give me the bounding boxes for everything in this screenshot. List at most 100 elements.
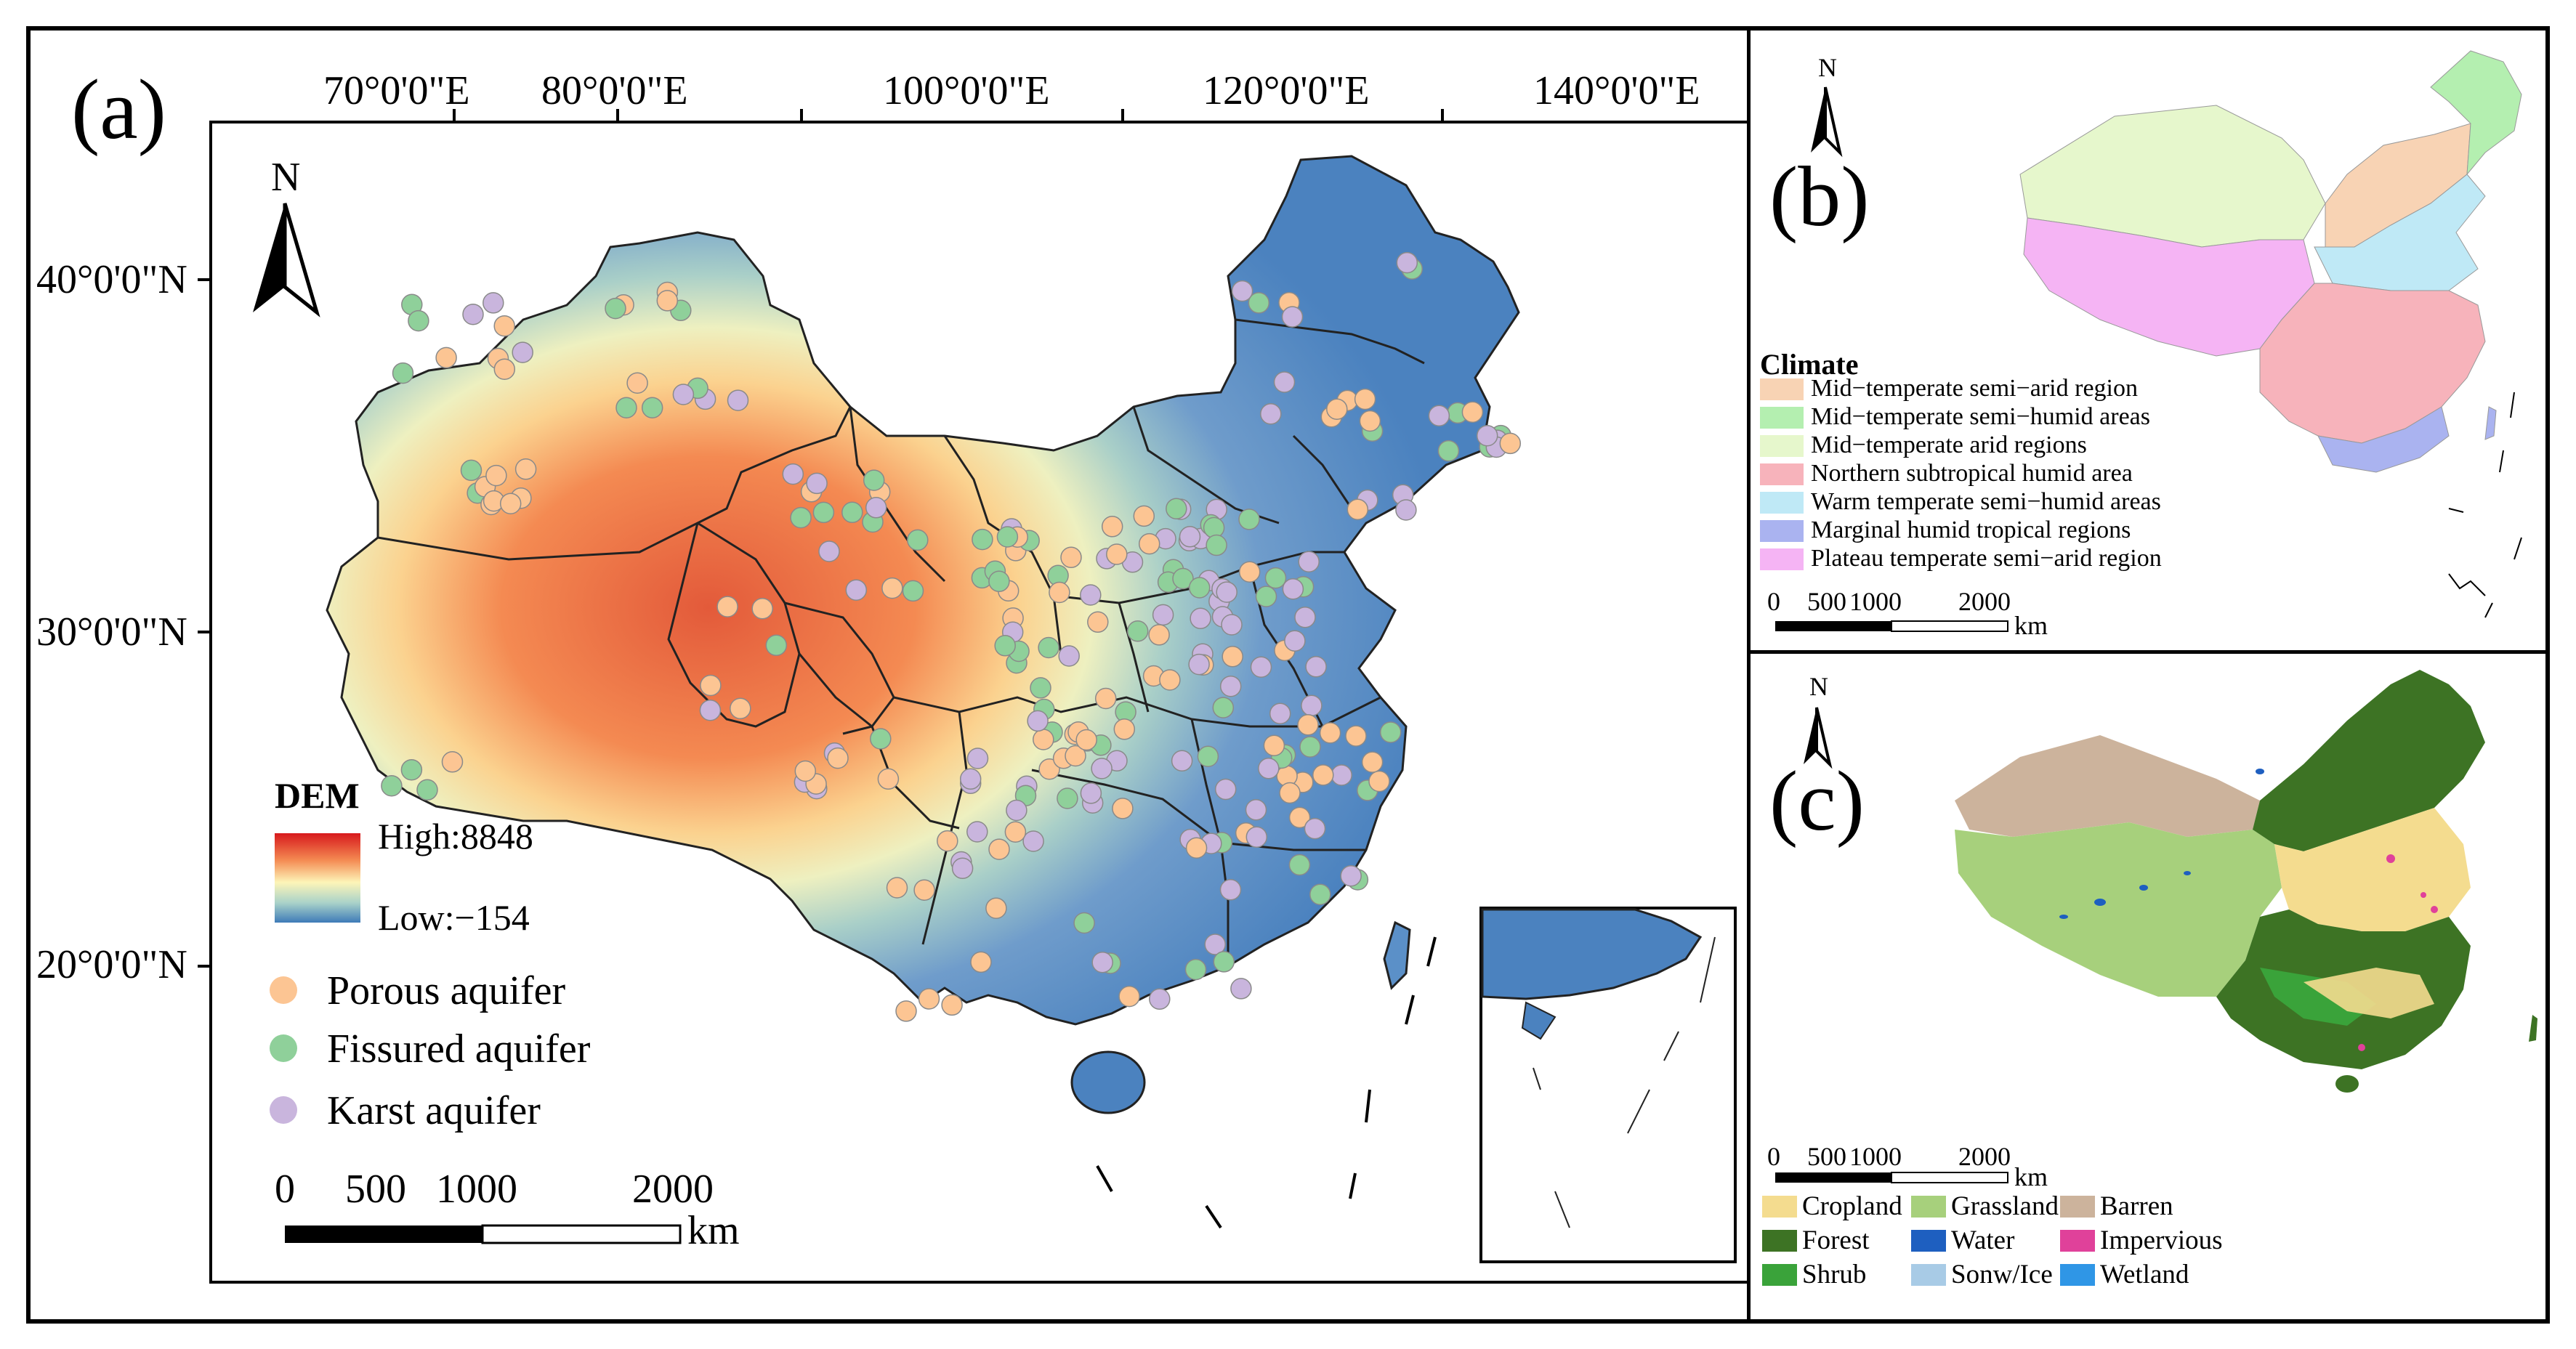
scale-c-tick-500: 500 bbox=[1807, 1142, 1846, 1171]
porous-aquifer-point bbox=[730, 697, 751, 720]
karst-aquifer-point bbox=[1301, 694, 1323, 716]
climate-legend-swatch bbox=[1760, 492, 1804, 514]
karst-aquifer-point bbox=[672, 384, 695, 405]
fissured-aquifer-point bbox=[1172, 567, 1194, 590]
karst-aquifer-point bbox=[1395, 499, 1417, 521]
landcover-legend-swatch bbox=[1911, 1230, 1946, 1252]
scale-b-tick-2000: 2000 bbox=[1958, 587, 2011, 616]
karst-aquifer-point bbox=[1231, 280, 1253, 302]
fissured-aquifer-point bbox=[841, 501, 863, 524]
vertical-divider bbox=[1747, 26, 1751, 1324]
porous-aquifer-point bbox=[1075, 729, 1097, 751]
fissured-aquifer-point bbox=[870, 728, 892, 750]
hainan-island bbox=[1070, 1050, 1146, 1114]
porous-aquifer-point bbox=[1112, 798, 1134, 819]
fissured-aquifer-point bbox=[812, 501, 835, 524]
fissured-aquifer-point bbox=[400, 758, 423, 781]
landcover-legend-swatch bbox=[1762, 1196, 1797, 1218]
lat-label-30: 30°0'0"N bbox=[36, 609, 187, 655]
dem-high-label: High:8848 bbox=[378, 816, 533, 856]
climate-mid-temperate-semi-humid bbox=[2430, 50, 2522, 176]
scale-a-tick-500: 500 bbox=[345, 1167, 406, 1212]
landcover-barren bbox=[1955, 735, 2260, 837]
north-label-c: N bbox=[1809, 672, 1828, 701]
karst-aquifer-point bbox=[1281, 306, 1304, 328]
lat-label-40: 40°0'0"N bbox=[36, 257, 187, 302]
karst-aquifer-point bbox=[1282, 578, 1304, 600]
panel-a-label: (a) bbox=[71, 62, 166, 157]
karst-aquifer-point bbox=[1152, 604, 1174, 626]
porous-aquifer-point bbox=[1354, 388, 1376, 410]
fissured-aquifer-point bbox=[996, 526, 1019, 548]
porous-aquifer-point bbox=[794, 760, 817, 782]
scale-b-bar-black bbox=[1775, 621, 1891, 631]
north-label-a: N bbox=[271, 155, 300, 200]
landcover-legend-label: Sonw/Ice bbox=[1951, 1260, 2053, 1289]
fissured-aquifer-point bbox=[1299, 736, 1321, 758]
landcover-legend-swatch bbox=[1911, 1264, 1946, 1286]
karst-aquifer-point bbox=[951, 857, 974, 880]
landcover-forest-ne bbox=[2253, 670, 2485, 851]
scale-b-bar-white bbox=[1891, 620, 2008, 632]
karst-aquifer-point bbox=[1260, 403, 1282, 425]
climate-legend-title: Climate bbox=[1760, 348, 1859, 381]
dash-line-marks bbox=[1096, 936, 1437, 1229]
porous-aquifer-point bbox=[1113, 718, 1136, 740]
karst-aquifer-point bbox=[1245, 799, 1267, 821]
porous-aquifer-point bbox=[1033, 729, 1054, 750]
fissured-aquifer-point bbox=[1212, 697, 1235, 718]
karst-aquifer-point bbox=[462, 303, 484, 325]
fissured-aquifer-point bbox=[994, 635, 1016, 657]
karst-aquifer-point bbox=[1245, 826, 1268, 848]
karst-aquifer-point bbox=[1305, 656, 1327, 678]
porous-aquifer-point bbox=[1326, 398, 1348, 420]
landcover-impervious bbox=[2358, 854, 2438, 1051]
porous-legend-label: Porous aquifer bbox=[327, 968, 566, 1013]
porous-aquifer-point bbox=[970, 951, 992, 973]
landcover-legend-swatch bbox=[1762, 1230, 1797, 1252]
porous-aquifer-point bbox=[1222, 646, 1243, 668]
karst-legend-marker bbox=[270, 1096, 297, 1124]
lon-label-120: 120°0'0"E bbox=[1203, 68, 1370, 113]
horizontal-divider bbox=[1747, 650, 2550, 654]
karst-aquifer-point bbox=[1091, 758, 1113, 779]
karst-aquifer-point bbox=[1214, 778, 1237, 801]
karst-aquifer-point bbox=[1058, 645, 1080, 667]
porous-aquifer-point bbox=[493, 315, 515, 337]
karst-aquifer-point bbox=[1022, 830, 1044, 852]
karst-aquifer-point bbox=[1273, 371, 1296, 393]
scale-a-bar-black bbox=[285, 1226, 483, 1243]
map-b: (b) N Climate Mid−temperate semi−arid re… bbox=[1760, 50, 2522, 640]
landcover-taiwan bbox=[2529, 1015, 2537, 1042]
fissured-aquifer-point bbox=[416, 779, 438, 801]
dem-colorbar bbox=[275, 833, 360, 923]
north-arrow-c bbox=[1804, 707, 1833, 769]
climate-legend-swatch bbox=[1760, 463, 1804, 485]
climate-legend-label: Plateau temperate semi−arid region bbox=[1811, 545, 2162, 572]
porous-aquifer-point bbox=[1263, 734, 1285, 756]
porous-aquifer-point bbox=[1346, 498, 1369, 520]
fissured-aquifer-point bbox=[765, 634, 788, 657]
scale-c-tick-1000: 1000 bbox=[1849, 1142, 1902, 1171]
porous-aquifer-point bbox=[988, 838, 1010, 860]
porous-aquifer-point bbox=[941, 994, 963, 1016]
porous-aquifer-point bbox=[1185, 837, 1208, 859]
fissured-aquifer-point bbox=[1248, 292, 1270, 314]
porous-aquifer-point bbox=[1004, 821, 1027, 843]
porous-aquifer-point bbox=[1159, 669, 1181, 691]
climate-legend-swatch bbox=[1760, 435, 1804, 457]
karst-aquifer-point bbox=[1269, 702, 1291, 724]
karst-aquifer-point bbox=[1230, 978, 1252, 1000]
climate-legend-swatch bbox=[1760, 378, 1804, 400]
porous-aquifer-point bbox=[1279, 782, 1301, 804]
fissured-aquifer-point bbox=[1213, 951, 1235, 973]
landcover-grassland bbox=[1955, 822, 2282, 997]
panel-b-label: (b) bbox=[1769, 149, 1870, 244]
map-a-frame bbox=[209, 121, 1747, 1284]
fissured-legend-label: Fissured aquifer bbox=[327, 1026, 591, 1071]
fissured-aquifer-point bbox=[1255, 586, 1277, 607]
porous-aquifer-point bbox=[626, 372, 648, 394]
karst-aquifer-point bbox=[699, 699, 722, 721]
fissured-aquifer-point bbox=[641, 397, 663, 418]
porous-aquifer-point bbox=[1359, 410, 1381, 432]
